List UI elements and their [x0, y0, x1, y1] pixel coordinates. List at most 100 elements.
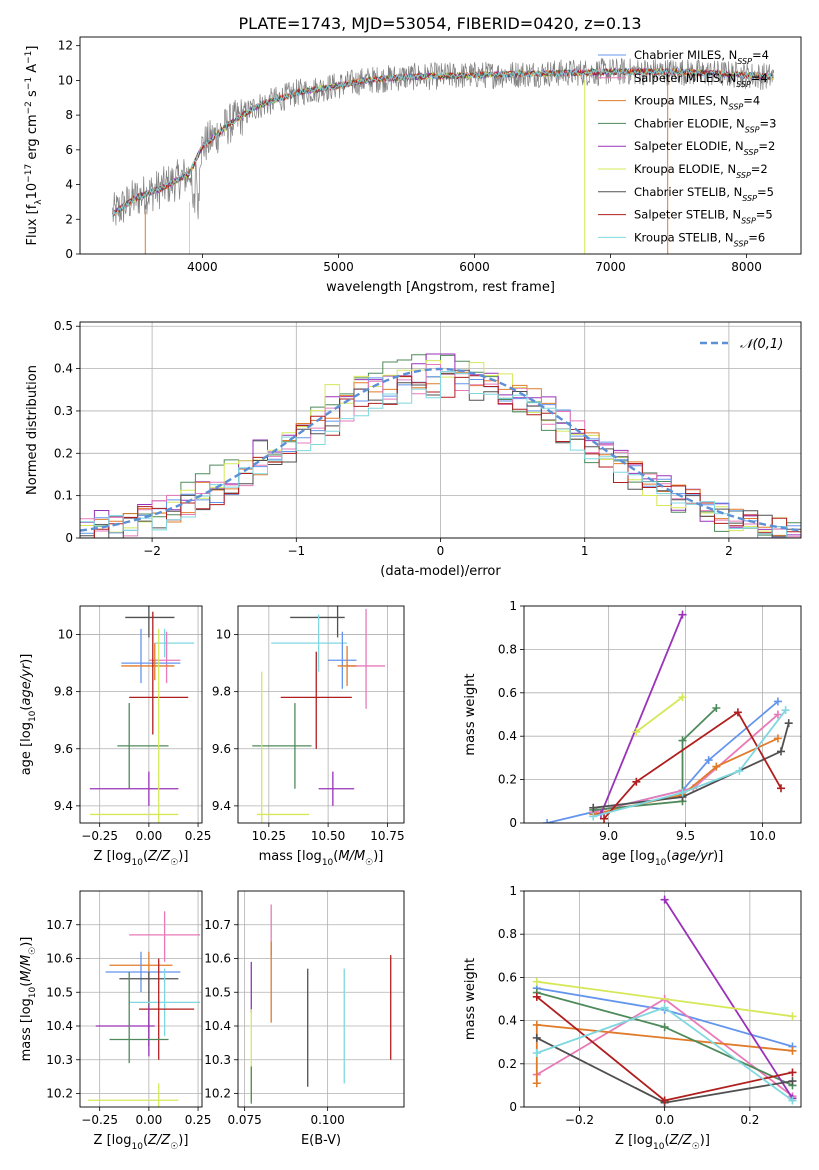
series-line [593, 707, 718, 811]
axes-frame [79, 605, 203, 824]
series-marker [532, 1079, 541, 1088]
y-tick-label: 9.4 [212, 799, 231, 813]
series-marker [600, 814, 609, 823]
x-tick-label: −2 [143, 544, 161, 558]
label-part: mass [log [19, 998, 34, 1061]
label-part: −1 [24, 51, 34, 64]
y-tick-label: 10.6 [46, 952, 73, 966]
panel-spectrum: 4000 5000 6000 7000 8000 0 2 4 6 8 10 12 wavelength … [24, 36, 802, 295]
label-part: 10 [28, 710, 38, 722]
legend-label-sub: SSP [736, 171, 751, 180]
series-marker [660, 1096, 669, 1105]
label-part: ( [19, 706, 34, 711]
y-tick-label: 1 [509, 884, 517, 898]
y-tick-label: 2 [65, 212, 73, 226]
label-part: ( [143, 849, 148, 864]
series-salpeter-elodie [596, 610, 687, 819]
panel-residuals: −2 −1 0 1 2 0 0.1 0.2 0.3 0.4 0.5 (data-model)/erro… [25, 319, 802, 579]
plot-area [250, 904, 392, 1104]
y-tick-label: 9.4 [54, 799, 73, 813]
panel-mass-vs-Z: −0.25 0.00 0.25 10.2 10.3 10.4 10.5 10.6 10.7 Z [… [19, 890, 212, 1152]
y-tick-label: 0 [65, 247, 73, 261]
x-axis-label: Z [log10(Z/Z☉)] [94, 849, 189, 868]
legend-label-chabrier-stelib: Chabrier STELIB, NSSP=5 [634, 185, 774, 203]
axes-frame [237, 605, 405, 824]
x-tick-label: 10.0 [749, 829, 776, 843]
axes-frame [523, 890, 802, 1108]
y-axis-label: mass weight [463, 958, 478, 1040]
x-tick-label: 10.50 [311, 829, 345, 843]
y-tick-label: 9.8 [54, 685, 73, 699]
errorbar-chabrier-elodie [117, 703, 169, 789]
x-tick-label: −0.25 [81, 829, 118, 843]
y-tick-label: 9.8 [212, 685, 231, 699]
legend-label-kroupa-stelib: Kroupa STELIB, NSSP=6 [634, 230, 765, 248]
label-part: )] [713, 849, 723, 864]
series-line [635, 696, 684, 733]
legend-label-main: Salpeter STELIB, N [634, 208, 741, 222]
legend-label-tail: =6 [748, 230, 765, 244]
errorbar-kroupa-stelib [154, 628, 195, 658]
x-tick-label: 0.00 [136, 829, 163, 843]
y-tick-label: 10.5 [46, 985, 73, 999]
x-tick-label: 4000 [187, 260, 218, 274]
label-part: ] [25, 46, 40, 51]
label-part: ☉ [365, 858, 373, 868]
y-tick-label: 0.4 [498, 729, 517, 743]
series-marker [589, 812, 598, 821]
y-tick-label: 10.7 [204, 918, 231, 932]
series-marker [678, 736, 687, 745]
legend-label-sub: SSP [734, 239, 749, 248]
label-part: (data-model)/error [380, 564, 501, 579]
x-tick-label: 1 [581, 544, 589, 558]
legend-label-main: Kroupa ELODIE, N [634, 162, 736, 176]
histogram-salpeter-elodie [80, 353, 801, 538]
label-part: ( [664, 1133, 669, 1148]
legend-label-salpeter-miles: Salpeter MILES, NSSP=4 [634, 71, 768, 89]
axes-frame [523, 605, 802, 824]
y-tick-label: 6 [65, 143, 73, 157]
legend-label-tail: =5 [757, 185, 774, 199]
label-part: mass weight [463, 673, 478, 755]
plot-area [543, 610, 793, 823]
label-part: Z/Z [147, 849, 171, 864]
series-marker [532, 977, 541, 986]
legend-label-main: Chabrier STELIB, N [634, 185, 742, 199]
x-tick-label: 0.075 [227, 1113, 261, 1127]
legend-label-tail: =3 [760, 116, 777, 130]
series-line [663, 899, 794, 1099]
y-axis-label: Normed distribution [25, 365, 40, 495]
x-axis-label: age [log10(age/yr)] [602, 849, 724, 868]
y-tick-label: 10.5 [204, 985, 231, 999]
label-part: )] [19, 937, 34, 947]
y-tick-label: 10.4 [204, 1019, 231, 1033]
series-marker [678, 788, 687, 797]
x-axis-label: Z [log10(Z/Z☉)] [615, 1133, 710, 1152]
legend-label-main: Chabrier MILES, N [634, 48, 737, 62]
label-part: )] [19, 654, 34, 664]
y-tick-label: 0.2 [498, 773, 517, 787]
errorbar-kroupa-miles [337, 645, 357, 686]
x-tick-label: 0.00 [136, 1113, 163, 1127]
y-tick-label: 4 [65, 178, 73, 192]
x-tick-label: 0.25 [185, 1113, 212, 1127]
series-salpeter-elodie [660, 895, 797, 1103]
y-tick-label: 9.6 [54, 742, 73, 756]
label-part: wavelength [Angstrom, rest frame] [326, 280, 555, 295]
series-marker [788, 1012, 797, 1021]
legend-label-tail: =2 [751, 162, 768, 176]
series-line [546, 700, 779, 823]
label-part: Flux [f [25, 204, 40, 245]
label-part: ( [143, 1133, 148, 1148]
errorbar-salpeter-stelib [280, 651, 352, 749]
label-part: 10 [28, 986, 38, 998]
series-marker [632, 777, 641, 786]
series-marker [660, 1003, 669, 1012]
label-part: 10 [322, 858, 334, 868]
label-part: age [log [19, 722, 34, 775]
label-part: Z [log [615, 1133, 653, 1148]
series-marker [788, 1068, 797, 1077]
y-axis-label: Flux [fλ10−17 erg cm−2 s−1 A−1] [24, 46, 44, 246]
y-axis-label: mass [log10(M/M☉)] [19, 937, 38, 1062]
